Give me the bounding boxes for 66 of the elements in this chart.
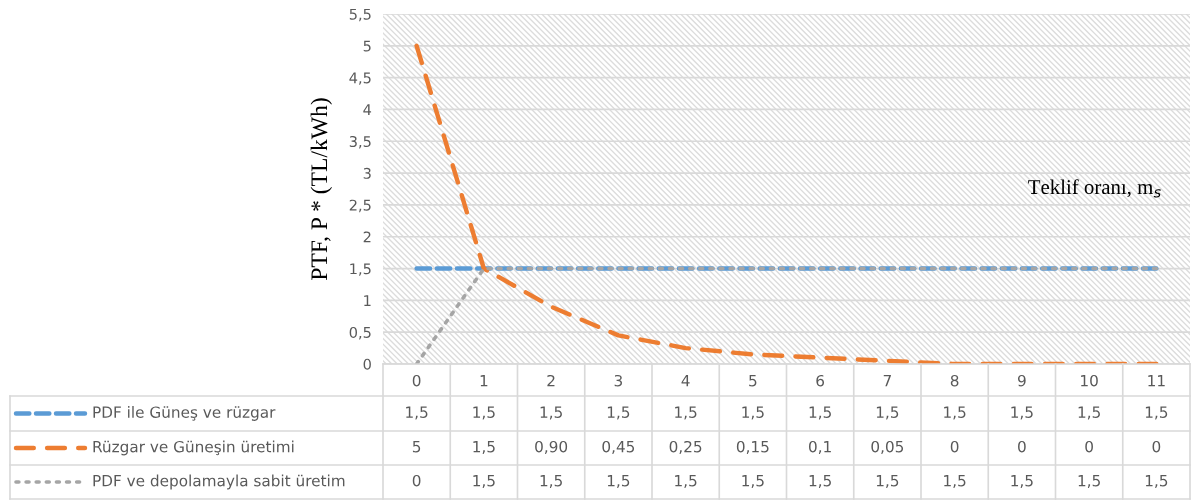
data-label: 1,5	[406, 406, 428, 420]
data-label: 1,5	[473, 475, 495, 488]
x-tick-label: 3	[614, 374, 623, 387]
data-label: 1,5	[1011, 475, 1033, 488]
y-tick-label: 2	[363, 231, 371, 243]
legend-label: Rüzgar ve Güneşin üretimi	[93, 440, 294, 456]
x-tick-label: 0	[412, 374, 421, 387]
x-tick-label: 4	[681, 375, 690, 387]
x-tick-label: 2	[547, 374, 555, 387]
data-label: 1,5	[1078, 406, 1100, 420]
data-label: 1,5	[607, 406, 630, 420]
data-label: 0	[412, 474, 421, 487]
y-tick-label: 5	[363, 40, 371, 52]
data-label: 1,5	[742, 406, 764, 420]
data-label: 0	[950, 440, 959, 453]
x-tick-label: 8	[950, 374, 959, 387]
data-label: 0,45	[602, 440, 635, 454]
legend-label: PDF ile Güneş ve rüzgar	[93, 406, 276, 421]
legend-label: PDF ve depolamayla sabit üretim	[93, 474, 345, 490]
x-tick-label: 7	[883, 375, 891, 387]
data-label: 1,5	[876, 475, 899, 488]
data-label: 1,5	[944, 406, 966, 420]
data-label: 1,5	[473, 406, 495, 420]
y-tick-label: 2,5	[349, 199, 371, 213]
x-tick-label: 1	[480, 375, 488, 387]
y-tick-label: 3	[363, 167, 371, 179]
data-label: 1,5	[675, 475, 697, 488]
data-label: 1,5	[1011, 406, 1033, 420]
data-label: 1,5	[607, 475, 630, 488]
x-tick-label: 11	[1148, 375, 1165, 387]
x-tick-label: 5	[749, 375, 757, 387]
data-label: 1,5	[540, 406, 562, 420]
y-tick-label: 4,5	[349, 72, 371, 85]
y-tick-label: 4	[363, 104, 372, 115]
y-axis-title: PTF, P * (TL/kWh)	[310, 98, 333, 281]
data-label: 1,5	[1145, 406, 1168, 420]
data-label: 1,5	[675, 406, 697, 420]
data-label: 1,5	[944, 475, 966, 488]
y-tick-label: 1,5	[350, 263, 371, 276]
data-label: 0,90	[535, 440, 568, 454]
y-tick-label: 0,5	[349, 326, 371, 340]
data-label: 5	[412, 441, 421, 453]
data-label: 1,5	[1078, 475, 1100, 488]
x-axis-title: Teklif oranı, m$_{s}$	[1028, 179, 1161, 198]
data-label: 0,1	[808, 440, 831, 454]
line-series	[414, 43, 1159, 364]
data-label: 0	[1018, 440, 1026, 453]
data-label: 0,15	[736, 440, 769, 454]
data-label: 1,5	[1145, 475, 1168, 488]
data-label: 0	[1152, 440, 1161, 453]
x-tick-label: 6	[816, 374, 825, 387]
x-tick-label: 10	[1081, 374, 1098, 387]
data-label: 1,5	[809, 475, 831, 488]
data-label: 0,05	[871, 440, 904, 454]
data-label: 0	[1085, 440, 1093, 453]
data-label: 0,25	[669, 440, 702, 454]
data-label: 1,5	[473, 441, 495, 454]
data-label: 1,5	[809, 406, 831, 420]
data-label: 1,5	[540, 475, 562, 488]
y-tick-label: 5,5	[349, 8, 371, 22]
x-tick-label: 9	[1017, 374, 1026, 387]
data-label: 1,5	[876, 406, 899, 420]
data-label: 1,5	[742, 475, 764, 488]
y-tick-label: 0	[363, 358, 371, 370]
y-tick-label: 1	[364, 295, 371, 306]
y-tick-label: 3,5	[349, 135, 371, 149]
